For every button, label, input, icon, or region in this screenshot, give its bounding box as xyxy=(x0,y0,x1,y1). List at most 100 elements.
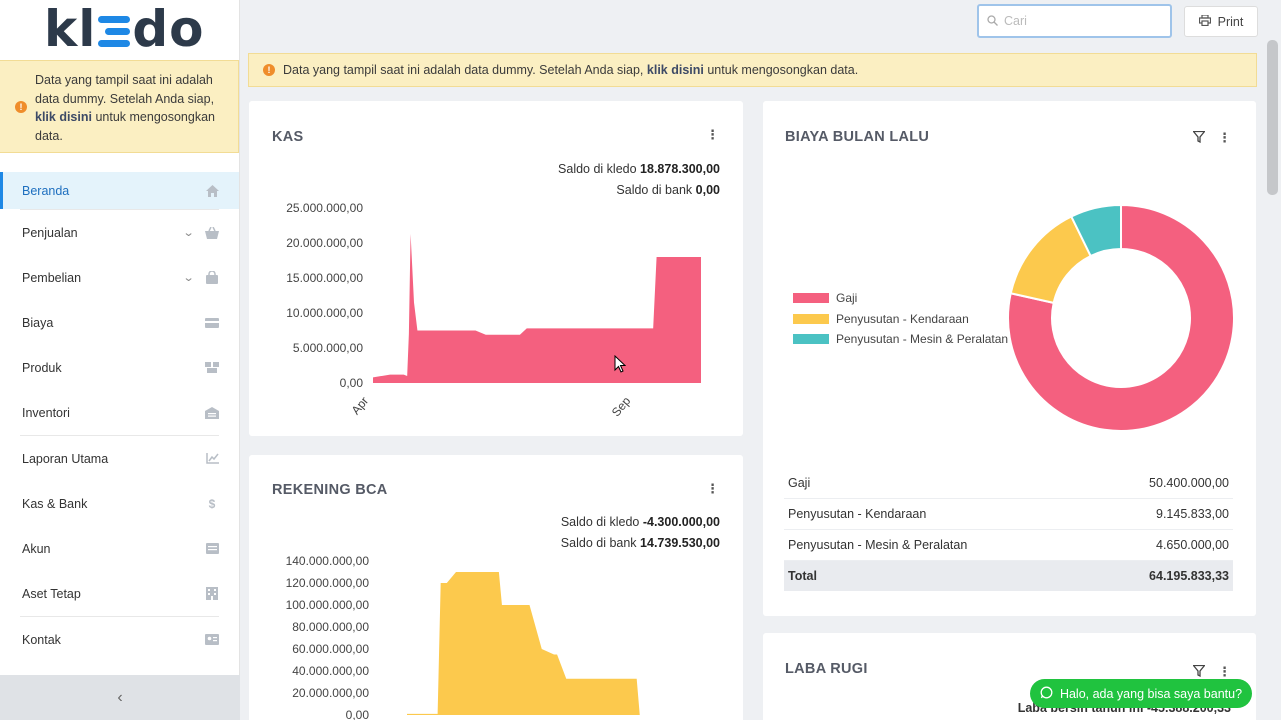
search-box[interactable] xyxy=(977,4,1172,38)
printer-icon xyxy=(1198,13,1211,29)
main-alert-suffix: untuk mengosongkan data. xyxy=(707,63,859,77)
mouse-cursor-icon xyxy=(614,355,626,373)
sidebar-item-kas-bank[interactable]: Kas & Bank $ xyxy=(0,481,239,526)
boxes-icon xyxy=(205,362,219,374)
kas-y-tick-label: 20.000.000,00 xyxy=(286,236,363,250)
table-row: Gaji 50.400.000,00 xyxy=(784,468,1233,499)
list-icon xyxy=(205,543,219,555)
main-alert-link[interactable]: klik disini xyxy=(646,63,704,77)
donut-slice[interactable] xyxy=(1007,203,1235,432)
bca-y-tick-label: 40.000.000,00 xyxy=(292,664,369,678)
bca-more-icon[interactable]: ⋮ xyxy=(706,481,719,496)
legend-item: Gaji xyxy=(793,288,1008,309)
warehouse-icon xyxy=(205,406,219,419)
sidebar-item-label: Akun xyxy=(22,541,51,556)
sidebar-item-label: Produk xyxy=(22,360,62,375)
bca-saldo-bank: Saldo di bank 14.739.530,00 xyxy=(560,536,720,550)
bca-y-tick-label: 20.000.000,00 xyxy=(292,686,369,700)
sidebar-item-label: Laporan Utama xyxy=(22,451,109,466)
sidebar: kl do ! Data yang tampil saat ini adalah … xyxy=(0,0,240,720)
card-icon xyxy=(205,317,219,329)
chevron-down-icon: ⌄ xyxy=(182,272,195,284)
chevron-left-icon: ‹ xyxy=(117,688,123,706)
kas-y-tick-label: 10.000.000,00 xyxy=(286,306,363,320)
sidebar-item-aset-tetap[interactable]: Aset Tetap xyxy=(0,571,239,616)
kas-saldo-kledo: Saldo di kledo 18.878.300,00 xyxy=(558,162,720,176)
sidebar-item-produk[interactable]: Produk xyxy=(0,345,239,390)
filter-icon[interactable] xyxy=(1192,130,1206,146)
bca-y-tick-label: 60.000.000,00 xyxy=(292,642,369,656)
laba-title: LABA RUGI xyxy=(785,661,868,677)
contact-icon xyxy=(205,634,219,646)
search-icon xyxy=(987,14,998,29)
kas-x-tick-label: Sep xyxy=(609,394,634,420)
sidebar-item-label: Beranda xyxy=(22,183,70,198)
dollar-icon: $ xyxy=(208,496,216,511)
kas-more-icon[interactable]: ⋮ xyxy=(706,127,719,142)
scrollbar[interactable] xyxy=(1267,40,1278,195)
biaya-title: BIAYA BULAN LALU xyxy=(785,129,930,145)
home-icon xyxy=(205,184,219,197)
main-alert-text: Data yang tampil saat ini adalah data du… xyxy=(283,63,644,77)
print-button[interactable]: Print xyxy=(1184,6,1258,37)
kas-y-tick-label: 0,00 xyxy=(340,376,364,390)
sidebar-item-label: Kontak xyxy=(22,632,61,647)
chevron-down-icon: ⌄ xyxy=(182,227,195,239)
sidebar-item-label: Kas & Bank xyxy=(22,496,88,511)
bca-y-tick-label: 100.000.000,00 xyxy=(286,598,370,612)
print-label: Print xyxy=(1217,14,1244,29)
whatsapp-chat-button[interactable]: Halo, ada yang bisa saya bantu? xyxy=(1030,679,1252,708)
sidebar-item-penjualan[interactable]: Penjualan ⌄ xyxy=(0,210,239,255)
bag-icon xyxy=(205,271,219,284)
building-icon xyxy=(205,587,219,600)
warning-icon: ! xyxy=(15,101,27,113)
sidebar-item-akun[interactable]: Akun xyxy=(0,526,239,571)
biaya-legend: Gaji Penyusutan - Kendaraan Penyusutan -… xyxy=(793,288,1008,350)
bca-y-tick-label: 140.000.000,00 xyxy=(286,554,370,568)
bca-series-area xyxy=(407,572,701,715)
biaya-more-icon[interactable]: ⋮ xyxy=(1218,130,1231,145)
bca-title: REKENING BCA xyxy=(272,482,388,498)
chat-label: Halo, ada yang bisa saya bantu? xyxy=(1059,686,1243,701)
search-input[interactable] xyxy=(1004,14,1154,28)
sidebar-item-label: Pembelian xyxy=(22,270,82,285)
chart-icon xyxy=(205,453,219,465)
sidebar-item-inventori[interactable]: Inventori xyxy=(0,390,239,435)
kas-saldo-bank: Saldo di bank 0,00 xyxy=(616,183,720,197)
laba-more-icon[interactable]: ⋮ xyxy=(1218,664,1231,679)
filter-icon[interactable] xyxy=(1192,664,1206,680)
bca-saldo-kledo: Saldo di kledo -4.300.000,00 xyxy=(560,515,720,529)
sidebar-item-pembelian[interactable]: Pembelian ⌄ xyxy=(0,255,239,300)
biaya-donut-chart xyxy=(1007,203,1235,432)
kledo-logo[interactable]: kl do xyxy=(44,0,205,58)
sidebar-menu: Beranda Penjualan ⌄ Pembelian ⌄ Biaya Pr… xyxy=(0,172,239,662)
sidebar-alert-text: Data yang tampil saat ini adalah data du… xyxy=(35,73,215,106)
kas-y-tick-label: 25.000.000,00 xyxy=(286,201,363,215)
sidebar-dummy-alert: ! Data yang tampil saat ini adalah data … xyxy=(0,60,239,153)
sidebar-item-label: Aset Tetap xyxy=(22,586,81,601)
warning-icon: ! xyxy=(263,64,275,76)
sidebar-item-kontak[interactable]: Kontak xyxy=(0,617,239,662)
sidebar-item-label: Inventori xyxy=(22,405,70,420)
sidebar-item-label: Biaya xyxy=(22,315,54,330)
sidebar-item-label: Penjualan xyxy=(22,225,78,240)
kas-card: KAS ⋮ Saldo di kledo 18.878.300,00 Saldo… xyxy=(249,101,743,436)
table-row: Penyusutan - Kendaraan 9.145.833,00 xyxy=(784,499,1233,530)
sidebar-alert-link[interactable]: klik disini xyxy=(35,110,92,124)
kas-title: KAS xyxy=(272,129,304,145)
legend-item: Penyusutan - Kendaraan xyxy=(793,309,1008,330)
main-dummy-alert: ! Data yang tampil saat ini adalah data … xyxy=(248,53,1257,87)
sidebar-item-laporan-utama[interactable]: Laporan Utama xyxy=(0,436,239,481)
donut-slice[interactable] xyxy=(1069,203,1122,258)
biaya-bulan-lalu-card: BIAYA BULAN LALU ⋮ Gaji Penyusutan - Ken… xyxy=(763,101,1256,616)
kas-x-tick-label: Apr xyxy=(349,394,372,417)
sidebar-item-biaya[interactable]: Biaya xyxy=(0,300,239,345)
sidebar-item-beranda[interactable]: Beranda xyxy=(0,172,239,209)
kas-series-area xyxy=(373,233,701,383)
basket-icon xyxy=(205,226,219,239)
bca-area-chart: 140.000.000,00 120.000.000,00 100.000.000,… xyxy=(286,554,701,720)
biaya-table: Gaji 50.400.000,00 Penyusutan - Kendaraan… xyxy=(784,468,1233,591)
sidebar-collapse-button[interactable]: ‹ xyxy=(0,675,240,720)
whatsapp-icon xyxy=(1040,686,1053,702)
kas-y-tick-label: 5.000.000,00 xyxy=(293,341,363,355)
